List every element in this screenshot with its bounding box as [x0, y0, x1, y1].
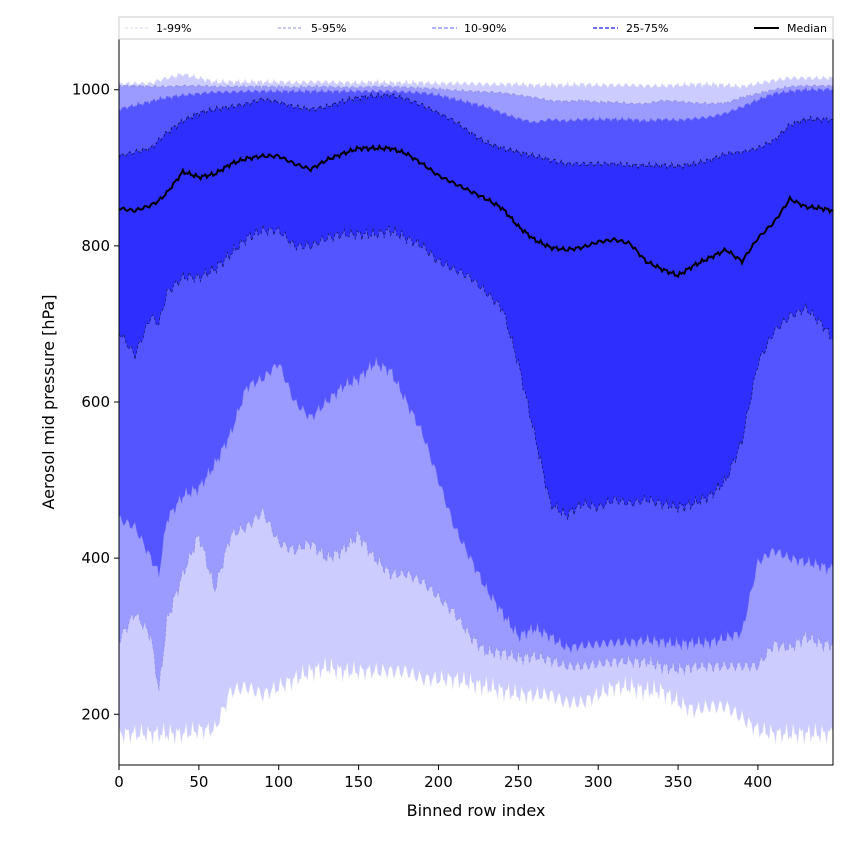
- legend: 1-99% 5-95% 10-90% 25-75% Median: [118, 16, 834, 40]
- x-tick-label: 200: [424, 773, 453, 791]
- median-layer: [119, 143, 833, 279]
- y-tick-label: 200: [81, 705, 110, 723]
- legend-box: [118, 16, 834, 40]
- legend-item-25-75%: 25-75%: [593, 22, 668, 35]
- band-lower-edge-1-99%: [119, 657, 833, 745]
- y-tick-label: 400: [81, 549, 110, 567]
- band-lower-edge-25-75%: [119, 224, 833, 521]
- legend-label: Median: [787, 22, 827, 35]
- x-tick-label: 50: [189, 773, 208, 791]
- x-tick-label: 100: [264, 773, 293, 791]
- x-tick-label: 300: [584, 773, 613, 791]
- legend-item-1-99%: 1-99%: [125, 22, 191, 35]
- x-axis-label: Binned row index: [407, 801, 546, 820]
- median-line: [119, 143, 833, 279]
- y-axis: 200 400 600 800 1000: [72, 81, 119, 723]
- band-upper-edge-1-99%: [119, 73, 833, 90]
- x-axis: 0 50 100 150 200 250 300 350 400: [114, 765, 772, 791]
- y-tick-label: 600: [81, 393, 110, 411]
- legend-label: 25-75%: [626, 22, 668, 35]
- band-25-75%: [119, 93, 833, 520]
- y-axis-label: Aerosol mid pressure [hPa]: [39, 294, 58, 509]
- plot-area: [119, 73, 833, 745]
- x-tick-label: 150: [344, 773, 373, 791]
- band-upper-edge-10-90%: [119, 86, 833, 124]
- band-upper-edge-5-95%: [119, 83, 833, 106]
- x-tick-label: 0: [114, 773, 124, 791]
- legend-item-5-95%: 5-95%: [278, 22, 346, 35]
- legend-item-Median: Median: [754, 22, 827, 35]
- y-tick-label: 1000: [72, 81, 110, 99]
- y-tick-label: 800: [81, 237, 110, 255]
- x-tick-label: 400: [744, 773, 773, 791]
- legend-item-10-90%: 10-90%: [432, 22, 506, 35]
- band-lower-edge-5-95%: [119, 506, 833, 692]
- x-tick-label: 250: [504, 773, 533, 791]
- x-tick-label: 350: [664, 773, 693, 791]
- legend-label: 5-95%: [311, 22, 346, 35]
- band-upper-edge-25-75%: [119, 92, 833, 170]
- legend-label: 10-90%: [464, 22, 506, 35]
- legend-label: 1-99%: [156, 22, 191, 35]
